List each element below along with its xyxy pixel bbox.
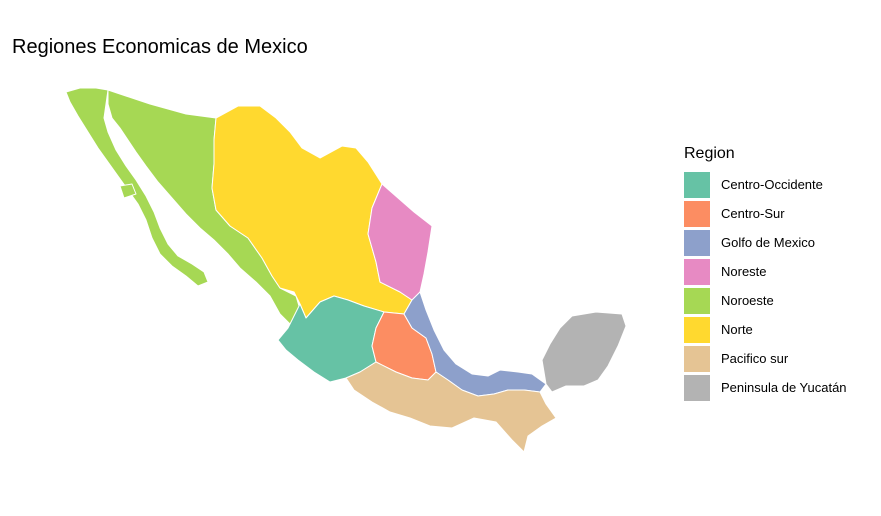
legend-label: Centro-Sur xyxy=(721,206,785,221)
legend-items: Centro-Occidente Centro-Sur Golfo de Mex… xyxy=(684,170,874,402)
legend-item: Noreste xyxy=(684,257,874,286)
legend-swatch xyxy=(684,287,710,314)
legend-item: Norte xyxy=(684,315,874,344)
region-pacifico-sur xyxy=(345,361,557,453)
legend-label: Norte xyxy=(721,322,753,337)
legend-label: Golfo de Mexico xyxy=(721,235,815,250)
map-title: Regiones Economicas de Mexico xyxy=(12,36,308,58)
legend-swatch xyxy=(684,200,710,227)
legend-swatch xyxy=(684,374,710,401)
legend-item: Pacifico sur xyxy=(684,344,874,373)
legend-item: Centro-Sur xyxy=(684,199,874,228)
legend-swatch xyxy=(684,258,710,285)
legend-swatch xyxy=(684,316,710,343)
legend-item: Peninsula de Yucatán xyxy=(684,373,874,402)
legend-item: Noroeste xyxy=(684,286,874,315)
legend-label: Noroeste xyxy=(721,293,774,308)
legend-swatch xyxy=(684,345,710,372)
legend-item: Centro-Occidente xyxy=(684,170,874,199)
legend-label: Noreste xyxy=(721,264,767,279)
legend-label: Centro-Occidente xyxy=(721,177,823,192)
island-tiburon xyxy=(119,183,137,199)
legend-item: Golfo de Mexico xyxy=(684,228,874,257)
legend: Region Centro-Occidente Centro-Sur Golfo… xyxy=(684,143,874,402)
legend-label: Peninsula de Yucatán xyxy=(721,380,847,395)
region-yucatan xyxy=(541,311,627,393)
legend-swatch xyxy=(684,229,710,256)
legend-label: Pacifico sur xyxy=(721,351,789,366)
legend-title: Region xyxy=(684,145,735,162)
legend-swatch xyxy=(684,171,710,198)
region-noroeste-baja xyxy=(65,87,209,287)
